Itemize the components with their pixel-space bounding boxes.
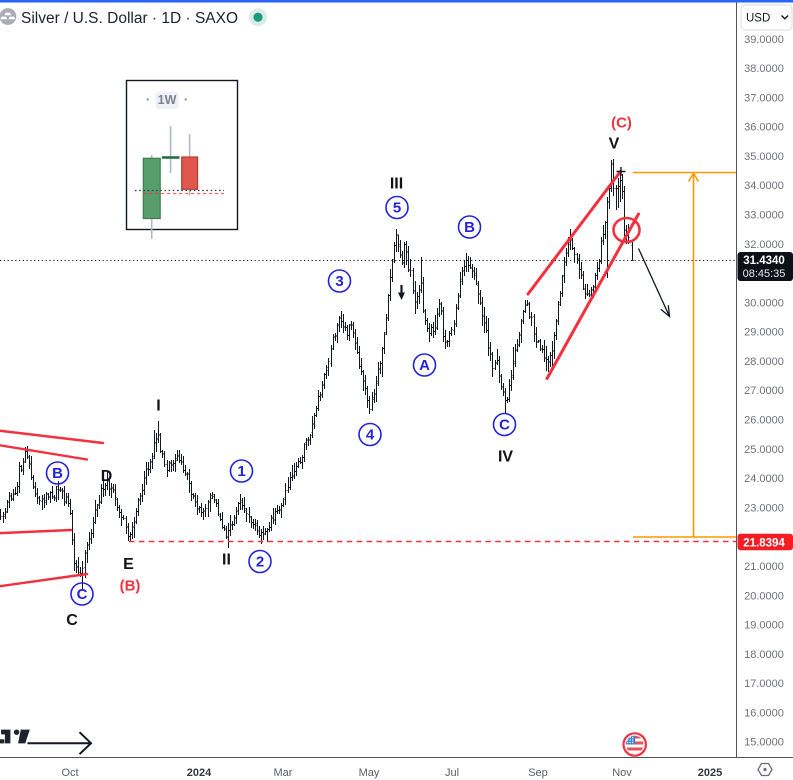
svg-text:I: I <box>156 398 160 415</box>
svg-text:(B): (B) <box>120 578 141 595</box>
svg-text:III: III <box>390 176 403 193</box>
svg-text:23.0000: 23.0000 <box>744 502 784 514</box>
svg-text:36.0000: 36.0000 <box>744 122 784 134</box>
svg-text:21.0000: 21.0000 <box>744 561 784 573</box>
svg-text:34.0000: 34.0000 <box>744 180 784 192</box>
svg-text:A: A <box>419 357 430 374</box>
svg-text:E: E <box>123 556 134 573</box>
svg-text:31.4340: 31.4340 <box>743 255 785 267</box>
svg-text:2: 2 <box>256 554 264 571</box>
svg-text:C: C <box>66 612 78 629</box>
svg-text:20.0000: 20.0000 <box>744 590 784 602</box>
svg-text:(C): (C) <box>611 115 632 132</box>
svg-text:IV: IV <box>498 449 513 466</box>
svg-text:19.0000: 19.0000 <box>744 620 784 632</box>
svg-text:33.0000: 33.0000 <box>744 210 784 222</box>
svg-text:USD: USD <box>746 13 770 25</box>
svg-text:Jul: Jul <box>445 767 459 779</box>
svg-text:32.0000: 32.0000 <box>744 239 784 251</box>
svg-text:25.0000: 25.0000 <box>744 444 784 456</box>
svg-text:5: 5 <box>393 200 401 217</box>
svg-text:II: II <box>222 552 231 569</box>
svg-text:Silver / U.S. Dollar · 1D · SA: Silver / U.S. Dollar · 1D · SAXO <box>21 10 238 27</box>
svg-text:4: 4 <box>366 427 375 444</box>
svg-text:37.0000: 37.0000 <box>744 92 784 104</box>
svg-text:15.0000: 15.0000 <box>744 737 784 749</box>
svg-text:24.0000: 24.0000 <box>744 473 784 485</box>
svg-text:26.0000: 26.0000 <box>744 415 784 427</box>
svg-text:Mar: Mar <box>274 767 293 779</box>
svg-text:·: · <box>184 92 188 107</box>
svg-text:·: · <box>146 92 150 107</box>
svg-text:May: May <box>359 767 380 779</box>
svg-text:39.0000: 39.0000 <box>744 34 784 46</box>
svg-text:3: 3 <box>335 273 343 290</box>
svg-text:1W: 1W <box>158 93 177 107</box>
svg-text:16.0000: 16.0000 <box>744 707 784 719</box>
svg-text:B: B <box>464 219 475 236</box>
svg-text:Oct: Oct <box>61 767 78 779</box>
svg-text:Sep: Sep <box>528 767 548 779</box>
svg-text:Nov: Nov <box>612 767 632 779</box>
svg-text:2024: 2024 <box>187 767 212 779</box>
svg-text:38.0000: 38.0000 <box>744 63 784 75</box>
svg-text:2025: 2025 <box>698 767 722 779</box>
svg-text:08:45:35: 08:45:35 <box>743 268 786 280</box>
svg-text:B: B <box>52 465 63 482</box>
svg-text:30.0000: 30.0000 <box>744 297 784 309</box>
svg-text:18.0000: 18.0000 <box>744 649 784 661</box>
svg-text:21.8394: 21.8394 <box>743 537 785 549</box>
svg-text:V: V <box>609 136 620 153</box>
svg-text:C: C <box>77 586 88 603</box>
svg-text:27.0000: 27.0000 <box>744 385 784 397</box>
svg-text:17.0000: 17.0000 <box>744 678 784 690</box>
svg-text:D: D <box>101 468 113 485</box>
svg-text:35.0000: 35.0000 <box>744 151 784 163</box>
svg-text:1: 1 <box>237 463 245 480</box>
svg-text:28.0000: 28.0000 <box>744 356 784 368</box>
svg-text:29.0000: 29.0000 <box>744 327 784 339</box>
svg-text:C: C <box>499 417 510 434</box>
